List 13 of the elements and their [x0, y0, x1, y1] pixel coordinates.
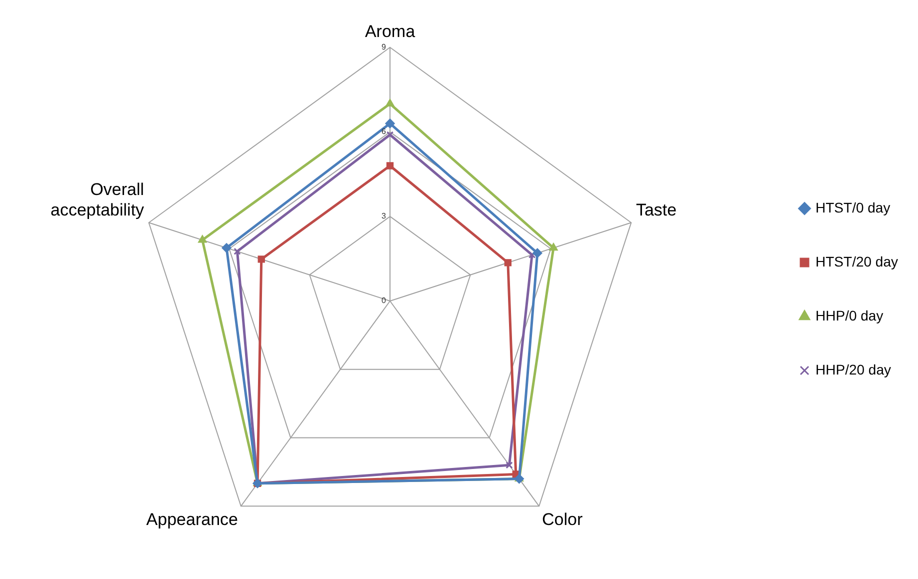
- legend-label: HHP/0 day: [816, 307, 884, 324]
- y-tick-label: 9: [382, 42, 387, 52]
- spoke-label: Overall acceptability: [50, 180, 145, 220]
- y-tick-label: 0: [382, 296, 387, 306]
- legend-label: HTST/20 day: [816, 253, 898, 270]
- legend-label: HTST/0 day: [816, 199, 890, 216]
- spoke-label: Color: [542, 510, 583, 530]
- y-tick-label: 6: [382, 127, 387, 136]
- spoke-label: Aroma: [364, 22, 416, 41]
- spoke-label: Appearance: [146, 510, 238, 530]
- spoke-label: Taste: [636, 200, 677, 220]
- legend-label: HHP/20 day: [816, 361, 892, 378]
- y-tick-label: 3: [382, 212, 387, 221]
